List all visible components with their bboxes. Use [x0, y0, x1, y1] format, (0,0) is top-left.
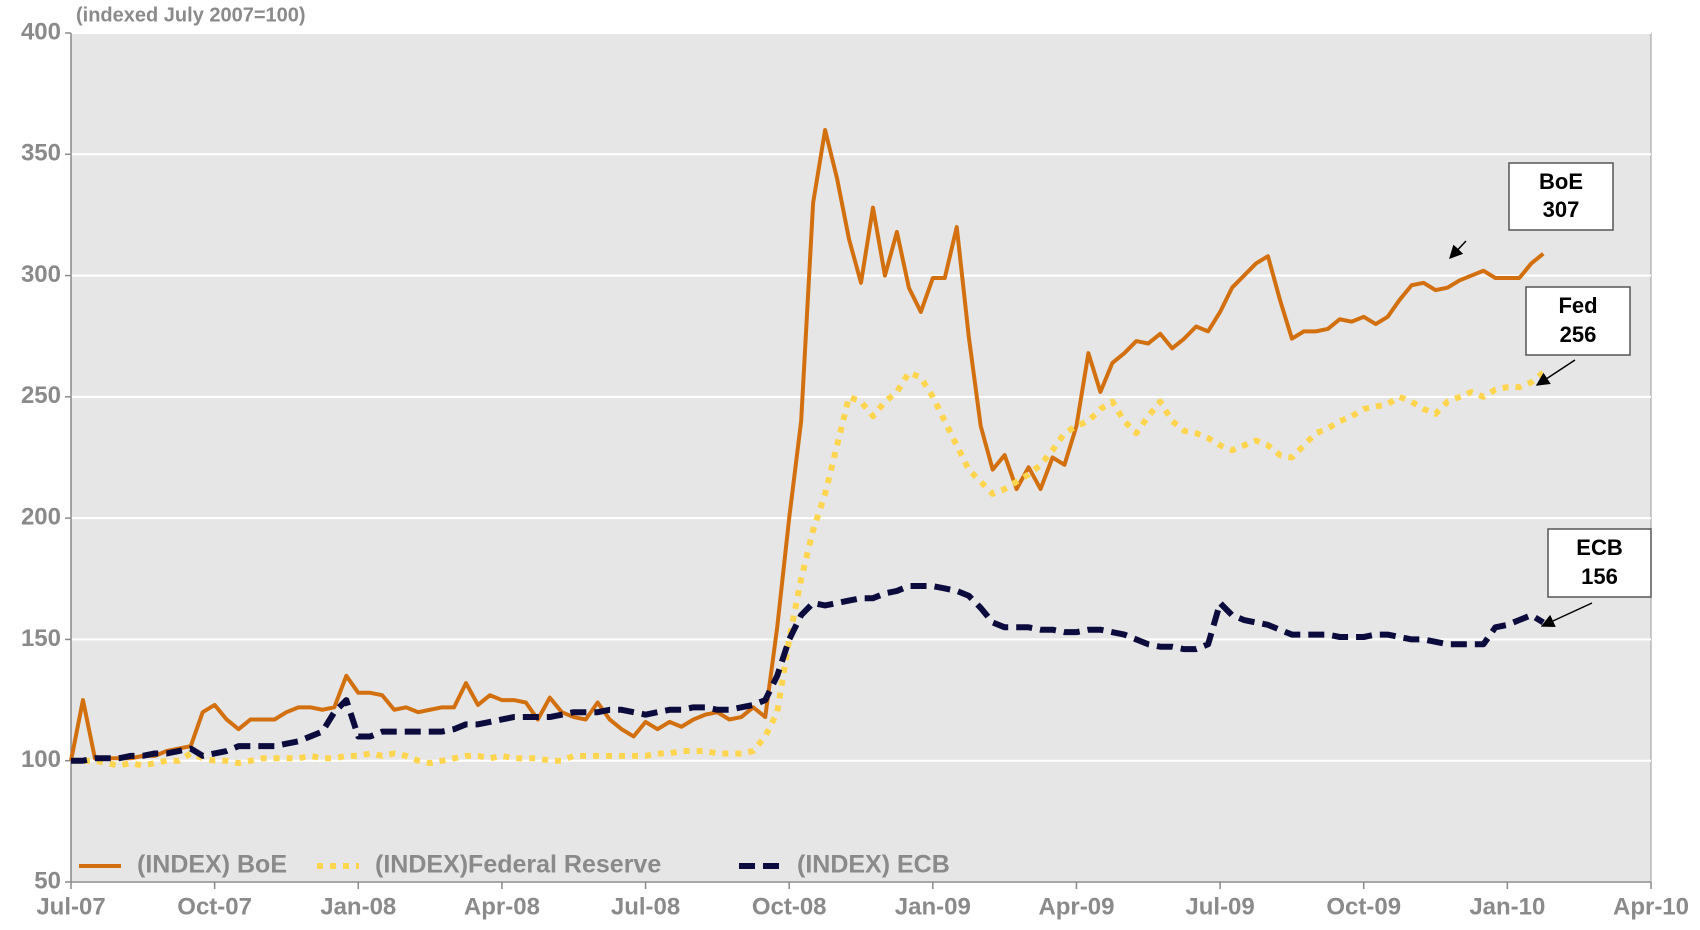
- line-series: [71, 583, 1545, 764]
- y-tick-label: 400: [21, 18, 61, 45]
- x-tick-label: Jan-09: [895, 893, 971, 920]
- y-tick-label: 150: [21, 625, 61, 652]
- callout-value: 256: [1560, 322, 1597, 347]
- y-tick-label: 350: [21, 140, 61, 167]
- callout-arrow: [1449, 240, 1467, 259]
- line-series: [69, 128, 1545, 762]
- callout-value: 307: [1543, 197, 1580, 222]
- legend-label: (INDEX)Federal Reserve: [375, 851, 661, 879]
- x-tick-label: Apr-10: [1613, 893, 1689, 920]
- subtitle: (indexed July 2007=100): [76, 4, 306, 26]
- y-tick-label: 300: [21, 261, 61, 288]
- line-series: [71, 369, 1546, 769]
- x-tick-label: Jan-10: [1469, 893, 1545, 920]
- x-tick-label: Jan-08: [320, 893, 396, 920]
- callout-label: ECB: [1576, 535, 1622, 560]
- callout-arrow: [1535, 359, 1576, 386]
- x-tick-label: Oct-08: [752, 893, 827, 920]
- legend-label: (INDEX) BoE: [137, 851, 287, 879]
- y-tick-label: 200: [21, 503, 61, 530]
- plot-area: [70, 32, 1652, 883]
- y-tick-label: 50: [34, 867, 61, 894]
- legend-label: (INDEX) ECB: [797, 851, 950, 879]
- y-tick-label: 250: [21, 382, 61, 409]
- callout-arrow: [1540, 602, 1593, 628]
- callout-box: [1508, 162, 1614, 231]
- x-tick-label: Apr-09: [1038, 893, 1114, 920]
- x-tick-label: Jul-08: [611, 893, 680, 920]
- callout-box: [1525, 286, 1631, 356]
- x-tick-label: Oct-07: [177, 893, 252, 920]
- callout-label: BoE: [1539, 169, 1583, 194]
- callout-value: 156: [1581, 564, 1618, 589]
- x-tick-label: Oct-09: [1326, 893, 1401, 920]
- x-tick-label: Apr-08: [464, 893, 540, 920]
- callout-box: [1547, 528, 1652, 598]
- callout-label: Fed: [1558, 293, 1597, 318]
- x-tick-label: Jul-07: [36, 893, 105, 920]
- x-tick-label: Jul-09: [1185, 893, 1254, 920]
- y-tick-label: 100: [21, 746, 61, 773]
